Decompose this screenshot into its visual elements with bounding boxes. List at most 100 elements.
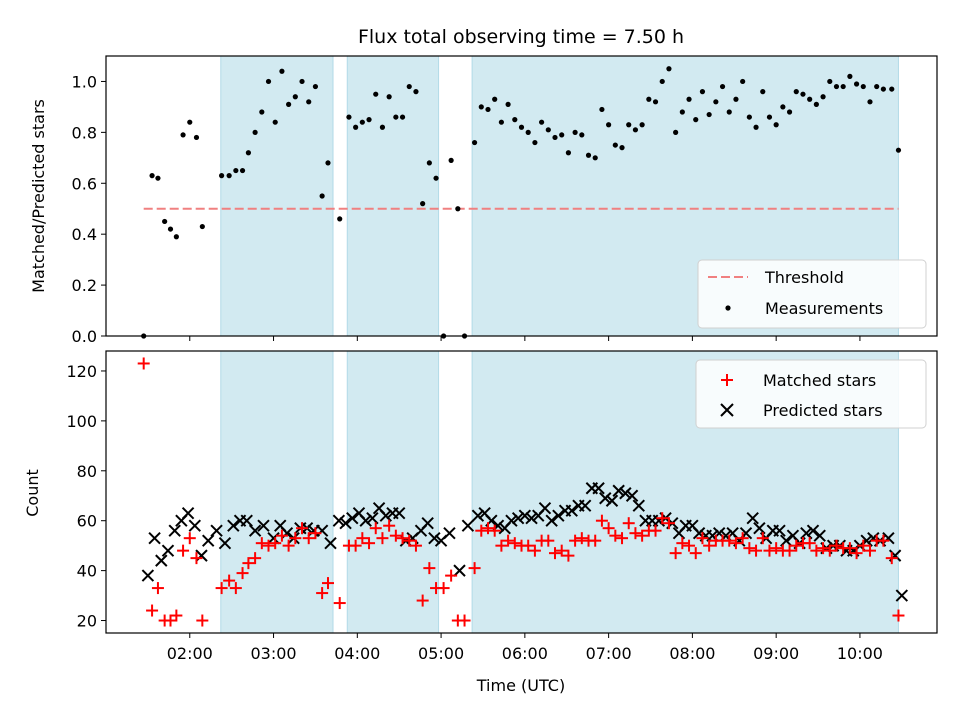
measurement-point [259, 109, 265, 115]
measurement-point [239, 167, 246, 174]
matched-point [723, 534, 736, 547]
measurement-point [525, 129, 531, 135]
measurement-point [373, 91, 379, 97]
measurement-point [299, 78, 305, 85]
measurement-point [766, 114, 773, 120]
predicted-point [324, 536, 337, 550]
matched-point [396, 532, 409, 545]
measurement-point [233, 167, 239, 174]
top-y-tick-label: 0.4 [72, 225, 97, 244]
predicted-point [188, 519, 202, 532]
measurement-point [572, 129, 578, 135]
measurement-point [478, 104, 484, 110]
top-plot-frame [105, 55, 938, 337]
measurement-point [406, 83, 412, 90]
predicted-point [428, 531, 441, 545]
measurement-point [492, 96, 498, 102]
bottom-x-tick-label: 09:00 [753, 644, 799, 663]
matched-point [857, 539, 870, 552]
measurement-point [740, 78, 746, 85]
measurement-point [895, 147, 902, 153]
matched-point [703, 539, 716, 552]
measurement-point [292, 94, 298, 100]
bottom-legend-box [695, 359, 927, 429]
predicted-point [525, 511, 538, 525]
matched-point [255, 537, 268, 550]
matched-point [783, 544, 796, 557]
measurement-point [693, 117, 699, 123]
measurement-point [746, 114, 752, 120]
bottom-x-tick-label: 04:00 [334, 644, 380, 663]
measurement-point [167, 226, 174, 232]
predicted-point [453, 564, 466, 577]
measurement-point [719, 83, 726, 90]
predicted-point [619, 487, 632, 500]
measurement-point [498, 119, 504, 125]
matched-point [403, 534, 416, 547]
predicted-point [545, 514, 558, 527]
matched-point [376, 532, 389, 545]
measurement-point [666, 66, 672, 72]
measurement-point [505, 101, 511, 107]
matched-point [481, 522, 494, 535]
predicted-point [155, 554, 168, 567]
matched-point [269, 537, 282, 550]
matched-point [669, 547, 682, 560]
measurement-point [579, 132, 585, 138]
measurement-point [646, 96, 652, 102]
matched-point [229, 582, 242, 595]
matched-point [508, 537, 521, 550]
matched-point [656, 512, 669, 525]
measurement-point [840, 83, 846, 90]
measurement-point [319, 193, 325, 199]
matched-point [763, 544, 776, 557]
matched-point [488, 524, 501, 537]
matched-point [803, 537, 816, 550]
measurement-point [626, 122, 632, 128]
matched-point [569, 534, 582, 547]
matched-point [770, 542, 783, 555]
predicted-point [148, 531, 161, 545]
predicted-point [746, 511, 759, 525]
top-legend-box [697, 259, 927, 329]
measurement-point [325, 160, 331, 166]
matched-point [333, 597, 346, 610]
predicted-point [538, 502, 552, 515]
measurement-point [726, 109, 732, 115]
measurement-point [399, 114, 406, 120]
measurement-point [606, 122, 612, 128]
predicted-point [181, 507, 195, 520]
matched-point [863, 544, 876, 557]
predicted-point [227, 519, 240, 532]
matched-point [137, 357, 150, 370]
measurement-point [800, 91, 806, 97]
top-y-axis: 0.0 0.2 0.4 0.6 0.8 1.0 [72, 72, 106, 346]
measurement-point [337, 216, 343, 222]
top-shaded-region [346, 55, 440, 337]
measurement-point [393, 114, 399, 120]
matched-point [843, 542, 856, 555]
predicted-point [552, 509, 565, 522]
matched-point [309, 527, 322, 540]
matched-point [817, 542, 830, 555]
bottom-x-axis: 02:00 03:00 04:00 05:00 06:00 07:00 08:00 09:00… [167, 633, 883, 663]
measurement-point [173, 234, 179, 240]
measurement-point [827, 78, 833, 85]
top-y-tick-label: 0.6 [72, 174, 97, 193]
bottom-x-tick-label: 07:00 [586, 644, 632, 663]
legend-matched-swatch [721, 374, 733, 386]
measurement-point [652, 99, 659, 105]
predicted-point [366, 511, 379, 525]
measurement-point [807, 96, 813, 102]
measurement-point [386, 94, 392, 100]
measurement-point [833, 83, 840, 90]
matched-point [177, 544, 190, 557]
measurement-point [760, 89, 766, 95]
matched-point [223, 574, 236, 587]
matched-point [215, 582, 228, 595]
measurement-point [245, 150, 252, 156]
measurement-point [193, 134, 200, 141]
measurement-point [149, 173, 155, 179]
measurement-point [639, 122, 645, 128]
measurement-point [413, 89, 419, 95]
